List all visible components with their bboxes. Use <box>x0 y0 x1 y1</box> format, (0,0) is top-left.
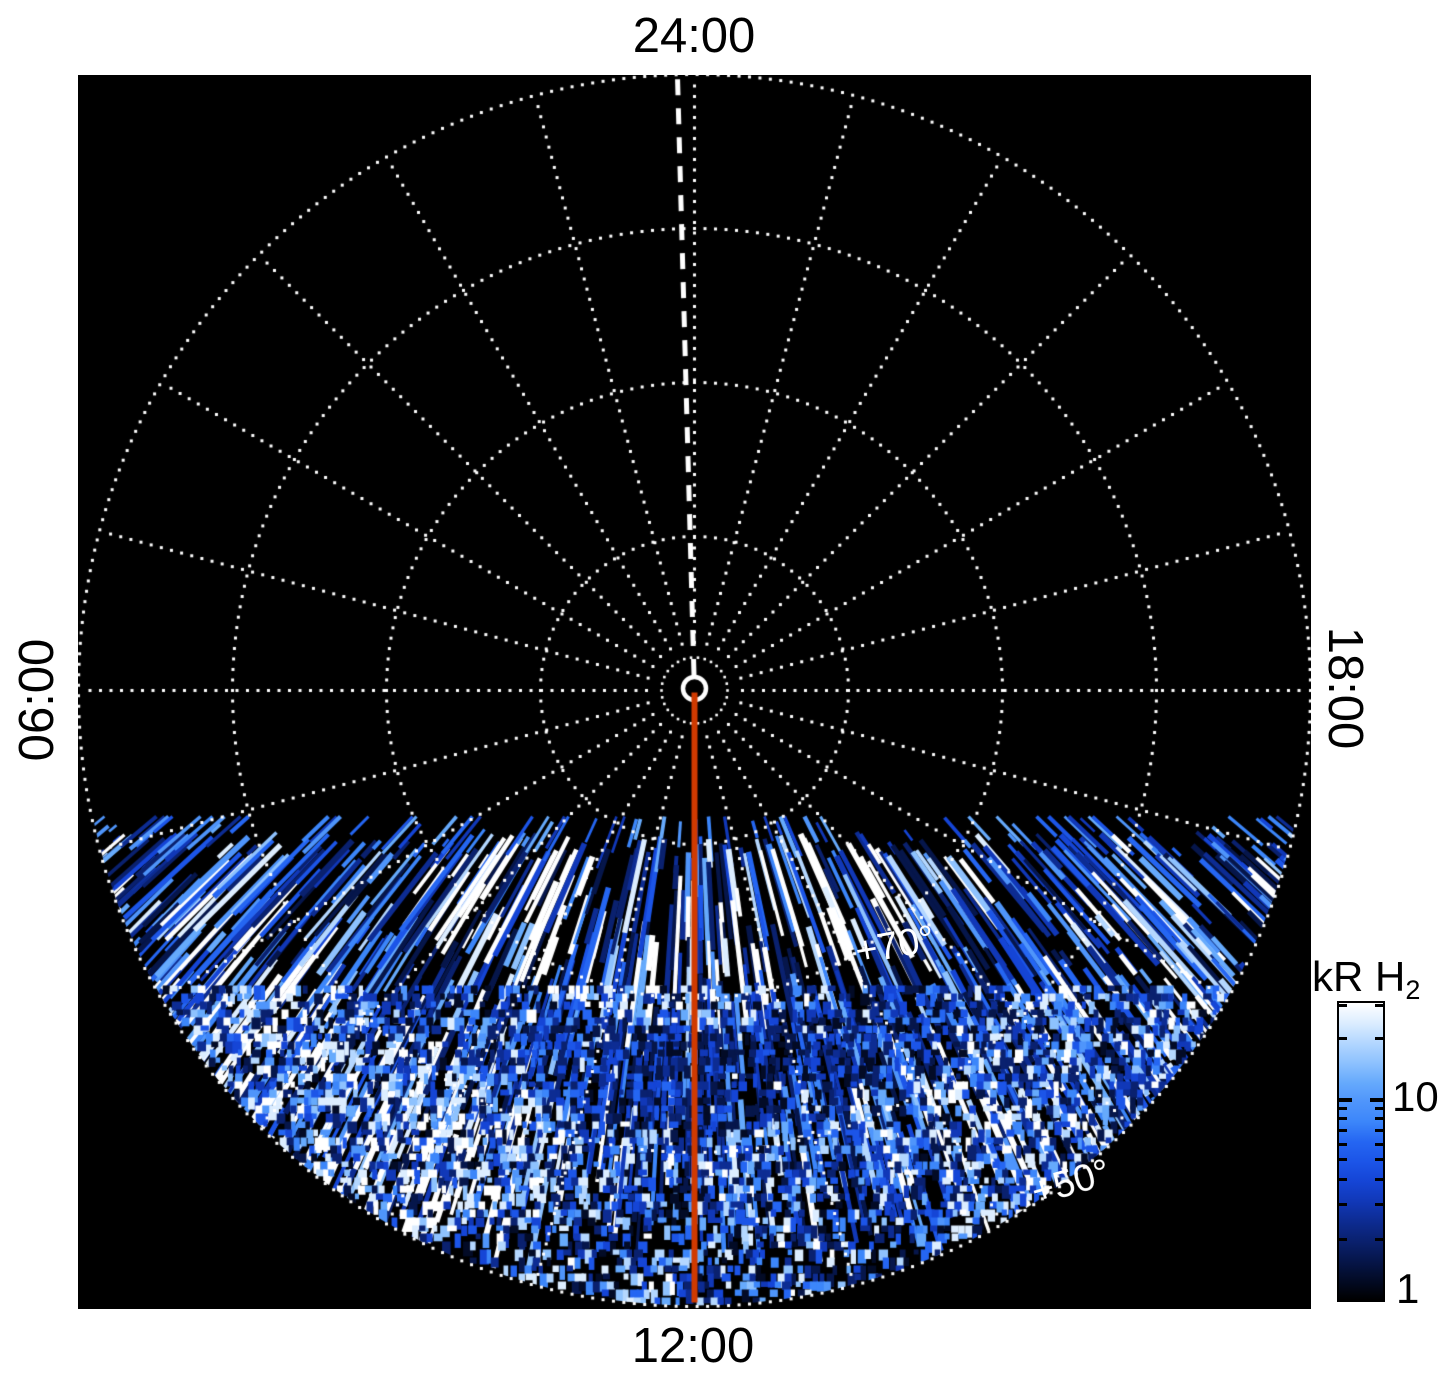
colorbar-tick-4 <box>1339 1178 1347 1181</box>
colorbar-tick-6 <box>1339 1143 1347 1146</box>
colorbar-tick-2 <box>1375 1238 1383 1241</box>
colorbar-tick-4 <box>1375 1178 1383 1181</box>
time-label-1800: 18:00 <box>1318 626 1372 750</box>
colorbar-tick-7 <box>1375 1129 1383 1132</box>
colorbar-tick-label-10: 10 <box>1392 1073 1439 1120</box>
colorbar-tick-8 <box>1339 1117 1347 1120</box>
colorbar-tick-10 <box>1370 1098 1383 1102</box>
colorbar-tick-label-1: 1 <box>1396 1265 1420 1312</box>
colorbar-tick-30 <box>1339 1004 1347 1007</box>
colorbar-tick-20 <box>1339 1037 1347 1040</box>
colorbar-tick-9 <box>1375 1107 1383 1110</box>
colorbar-tick-3 <box>1375 1203 1383 1206</box>
colorbar-tick-20 <box>1375 1037 1383 1040</box>
colorbar-title: kR H2 <box>1312 953 1420 1005</box>
colorbar-tick-9 <box>1339 1107 1347 1110</box>
colorbar-tick-2 <box>1339 1238 1347 1241</box>
colorbar-title-subscript: 2 <box>1405 975 1421 1005</box>
colorbar-tick-3 <box>1339 1203 1347 1206</box>
time-label-1200: 12:00 <box>631 1319 755 1373</box>
colorbar-tick-6 <box>1375 1143 1383 1146</box>
colorbar-tick-5 <box>1339 1158 1347 1161</box>
colorbar-tick-30 <box>1375 1004 1383 1007</box>
colorbar-title-main: kR H <box>1312 953 1406 1000</box>
colorbar-tick-5 <box>1375 1158 1383 1161</box>
polar-emission-map-canvas <box>78 75 1311 1309</box>
colorbar-tick-8 <box>1375 1117 1383 1120</box>
time-label-0600: 06:00 <box>10 638 64 762</box>
colorbar-tick-10 <box>1339 1098 1352 1102</box>
time-label-2400: 24:00 <box>632 9 756 63</box>
colorbar-tick-7 <box>1339 1129 1347 1132</box>
colorbar <box>1337 1001 1385 1302</box>
